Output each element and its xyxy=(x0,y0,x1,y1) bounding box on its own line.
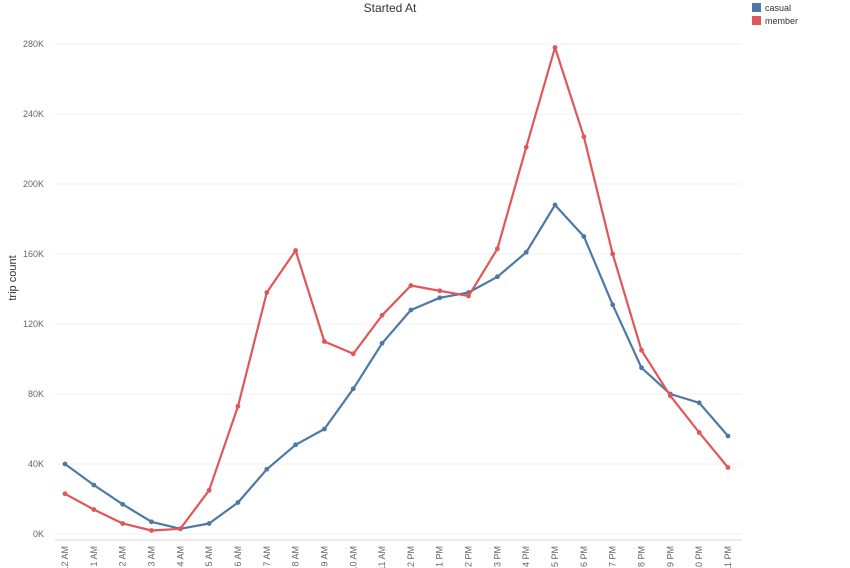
data-point-member-21[interactable] xyxy=(667,393,673,399)
data-point-casual-22[interactable] xyxy=(696,400,702,406)
x-tick-label-14: 2 PM xyxy=(464,546,474,567)
data-point-member-4[interactable] xyxy=(177,526,183,532)
legend-label-member: member xyxy=(765,16,798,26)
data-point-casual-12[interactable] xyxy=(408,307,414,313)
data-point-member-17[interactable] xyxy=(552,45,558,50)
data-point-casual-6[interactable] xyxy=(235,500,241,505)
data-point-casual-11[interactable] xyxy=(379,340,385,346)
x-axis-ticks: 12 AM 1 AM 2 AM 3 AM 4 AM 5 AM 6 AM 7 AM 8 AM 9 A… xyxy=(60,546,733,568)
legend-swatch-member xyxy=(752,16,761,25)
data-point-casual-0[interactable] xyxy=(62,461,68,467)
data-point-casual-7[interactable] xyxy=(264,466,270,472)
x-tick-label-15: 3 PM xyxy=(492,546,502,567)
data-point-member-15[interactable] xyxy=(494,246,500,252)
x-tick-label-13: 1 PM xyxy=(435,546,445,567)
x-tick-label-12: 12 PM xyxy=(406,546,416,568)
y-tick-label-0: 0K xyxy=(33,529,44,539)
data-point-casual-19[interactable] xyxy=(610,302,616,308)
y-tick-label-6: 240K xyxy=(23,109,44,119)
series-line-casual xyxy=(63,203,730,530)
data-point-member-10[interactable] xyxy=(350,351,356,357)
data-point-member-7[interactable] xyxy=(264,290,270,295)
data-point-member-6[interactable] xyxy=(235,403,241,409)
data-point-member-2[interactable] xyxy=(120,521,126,526)
data-point-member-14[interactable] xyxy=(466,293,471,299)
y-axis-label: trip count xyxy=(7,255,19,300)
data-point-casual-16[interactable] xyxy=(523,249,529,255)
legend-item-casual[interactable]: casual xyxy=(752,3,791,13)
x-tick-label-18: 6 PM xyxy=(579,546,589,567)
x-tick-label-0: 12 AM xyxy=(60,546,70,568)
data-point-member-3[interactable] xyxy=(149,528,154,533)
x-tick-label-20: 8 PM xyxy=(637,546,647,567)
data-point-casual-10[interactable] xyxy=(350,386,356,392)
data-point-member-23[interactable] xyxy=(725,465,731,470)
grid-lines xyxy=(55,43,742,541)
data-point-casual-13[interactable] xyxy=(437,295,443,301)
x-tick-label-2: 2 AM xyxy=(118,546,128,567)
x-tick-label-3: 3 AM xyxy=(146,546,156,567)
data-point-member-9[interactable] xyxy=(322,339,327,344)
legend-item-member[interactable]: member xyxy=(752,16,798,26)
data-point-casual-5[interactable] xyxy=(206,521,212,526)
data-point-casual-8[interactable] xyxy=(293,442,299,448)
y-tick-label-4: 160K xyxy=(23,249,44,259)
data-point-member-1[interactable] xyxy=(91,507,97,512)
x-tick-label-4: 4 AM xyxy=(175,546,185,567)
data-point-member-5[interactable] xyxy=(206,487,212,493)
legend-label-casual: casual xyxy=(765,3,791,13)
data-point-casual-2[interactable] xyxy=(120,501,126,507)
x-tick-label-23: 11 PM xyxy=(723,546,733,568)
data-point-casual-1[interactable] xyxy=(91,482,97,488)
data-point-casual-23[interactable] xyxy=(725,433,731,439)
series-line-member xyxy=(63,46,730,532)
data-point-casual-15[interactable] xyxy=(494,274,500,280)
x-tick-label-7: 7 AM xyxy=(262,546,272,567)
data-point-member-0[interactable] xyxy=(62,491,68,497)
x-tick-label-1: 1 AM xyxy=(89,546,99,567)
data-point-casual-9[interactable] xyxy=(322,426,327,432)
data-point-casual-18[interactable] xyxy=(581,234,587,239)
y-axis-ticks: 0K 40K 80K 120K 160K 200K 240K 280K xyxy=(23,39,44,539)
series-casual xyxy=(62,202,731,532)
x-tick-label-21: 9 PM xyxy=(665,546,675,567)
y-tick-label-3: 120K xyxy=(23,319,44,329)
y-tick-label-2: 80K xyxy=(28,389,44,399)
chart-title: Started At xyxy=(364,1,417,15)
x-tick-label-11: 11 AM xyxy=(377,546,387,568)
data-point-member-8[interactable] xyxy=(293,248,299,253)
x-tick-label-8: 8 AM xyxy=(291,546,301,567)
x-tick-label-6: 6 AM xyxy=(233,546,243,567)
x-tick-label-22: 10 PM xyxy=(694,546,704,568)
x-tick-label-5: 5 AM xyxy=(204,546,214,567)
legend-swatch-casual xyxy=(752,3,761,12)
data-point-member-19[interactable] xyxy=(610,251,616,257)
series-lines xyxy=(62,45,731,533)
data-point-member-11[interactable] xyxy=(379,312,385,318)
x-tick-label-10: 10 AM xyxy=(348,546,358,568)
data-point-casual-20[interactable] xyxy=(639,365,644,371)
y-tick-label-5: 200K xyxy=(23,179,44,189)
legend[interactable]: casual member xyxy=(752,3,798,26)
y-tick-label-7: 280K xyxy=(23,39,44,49)
data-point-member-12[interactable] xyxy=(408,283,414,288)
data-point-member-13[interactable] xyxy=(437,288,443,294)
data-point-member-18[interactable] xyxy=(581,134,587,140)
series-member xyxy=(62,45,731,533)
y-tick-label-1: 40K xyxy=(28,459,44,469)
data-point-member-22[interactable] xyxy=(696,430,702,435)
data-point-casual-3[interactable] xyxy=(149,519,154,525)
x-tick-label-16: 4 PM xyxy=(521,546,531,567)
x-tick-label-9: 9 AM xyxy=(319,546,329,567)
data-point-casual-17[interactable] xyxy=(552,202,558,208)
x-tick-label-17: 5 PM xyxy=(550,546,560,567)
x-tick-label-19: 7 PM xyxy=(608,546,618,567)
data-point-member-20[interactable] xyxy=(639,347,644,353)
data-point-member-16[interactable] xyxy=(523,144,529,150)
